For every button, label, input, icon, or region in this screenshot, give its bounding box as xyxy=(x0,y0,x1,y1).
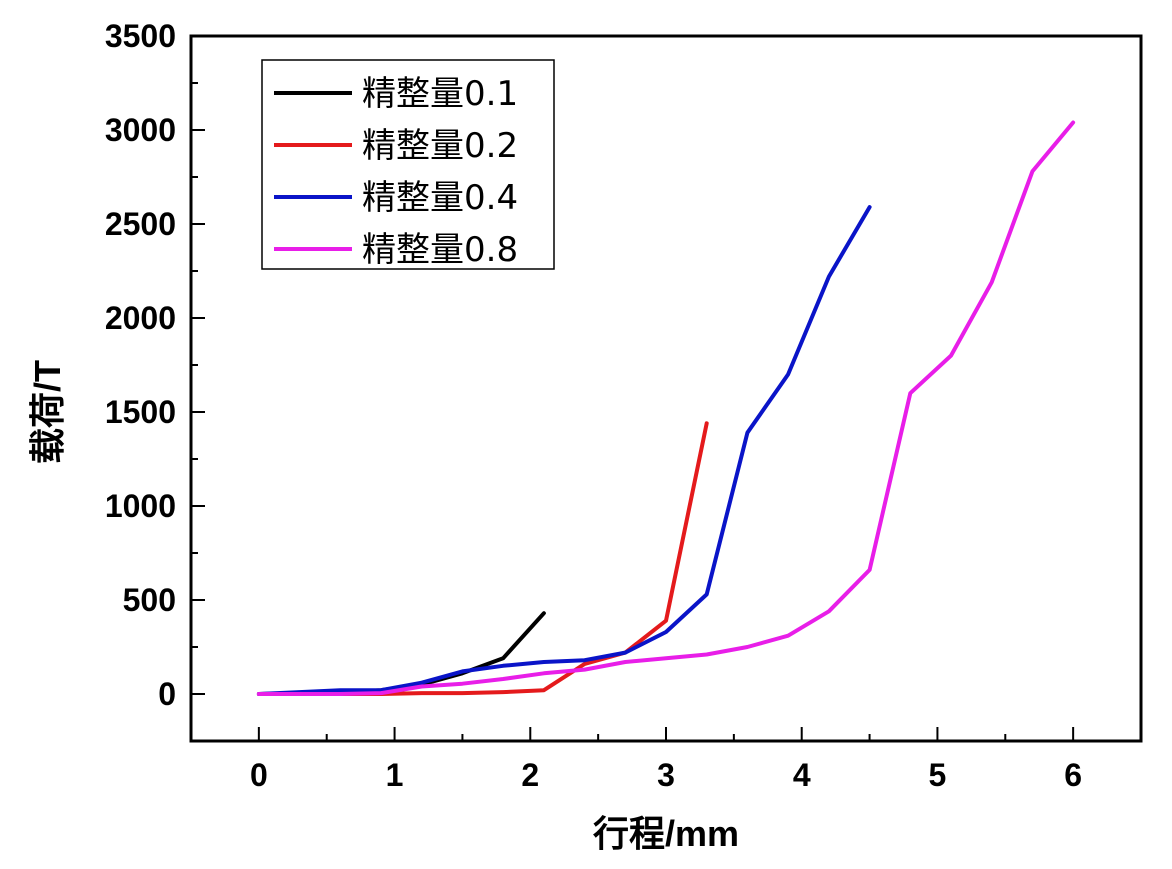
y-axis-title: 载荷/T xyxy=(27,360,68,464)
x-tick-label: 0 xyxy=(250,757,268,793)
y-tick-label: 3500 xyxy=(105,18,176,54)
legend-label: 精整量0.2 xyxy=(362,126,518,166)
plot-frame xyxy=(189,34,1143,743)
x-tick-label: 1 xyxy=(386,757,404,793)
y-tick-label: 1000 xyxy=(105,488,176,524)
y-tick-label: 3000 xyxy=(105,112,176,148)
x-tick-label: 2 xyxy=(521,757,539,793)
y-tick-label: 1500 xyxy=(105,394,176,430)
legend-label: 精整量0.1 xyxy=(362,74,518,114)
x-tick-labels: 0 1 2 3 4 5 6 xyxy=(250,757,1082,793)
y-tick-label: 0 xyxy=(158,676,176,712)
legend-label: 精整量0.8 xyxy=(362,230,518,270)
y-tick-label: 2500 xyxy=(105,206,176,242)
series-line xyxy=(256,120,1076,696)
legend: 精整量0.1 精整量0.2 精整量0.4 精整量0.8 xyxy=(261,59,555,270)
y-tick-label: 500 xyxy=(123,582,176,618)
y-tick-label: 2000 xyxy=(105,300,176,336)
series-layer xyxy=(256,120,1076,696)
x-axis-title: 行程/mm xyxy=(593,813,739,854)
y-tick-labels: 0 500 1000 1500 2000 2500 3000 3500 xyxy=(105,18,176,712)
x-tick-label: 6 xyxy=(1064,757,1082,793)
x-tick-label: 4 xyxy=(793,757,811,793)
series-line xyxy=(256,205,872,696)
x-tick-label: 5 xyxy=(929,757,947,793)
legend-label: 精整量0.4 xyxy=(362,178,518,218)
x-tick-label: 3 xyxy=(657,757,675,793)
